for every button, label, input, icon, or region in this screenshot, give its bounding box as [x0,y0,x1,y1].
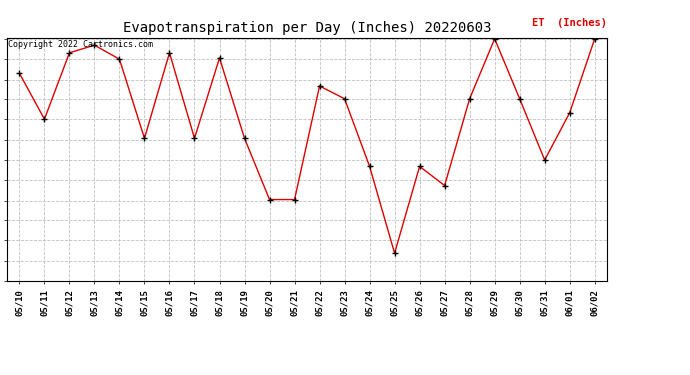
Text: ET  (Inches): ET (Inches) [532,18,607,28]
Title: Evapotranspiration per Day (Inches) 20220603: Evapotranspiration per Day (Inches) 2022… [123,21,491,35]
Text: Copyright 2022 Cartronics.com: Copyright 2022 Cartronics.com [8,40,152,49]
